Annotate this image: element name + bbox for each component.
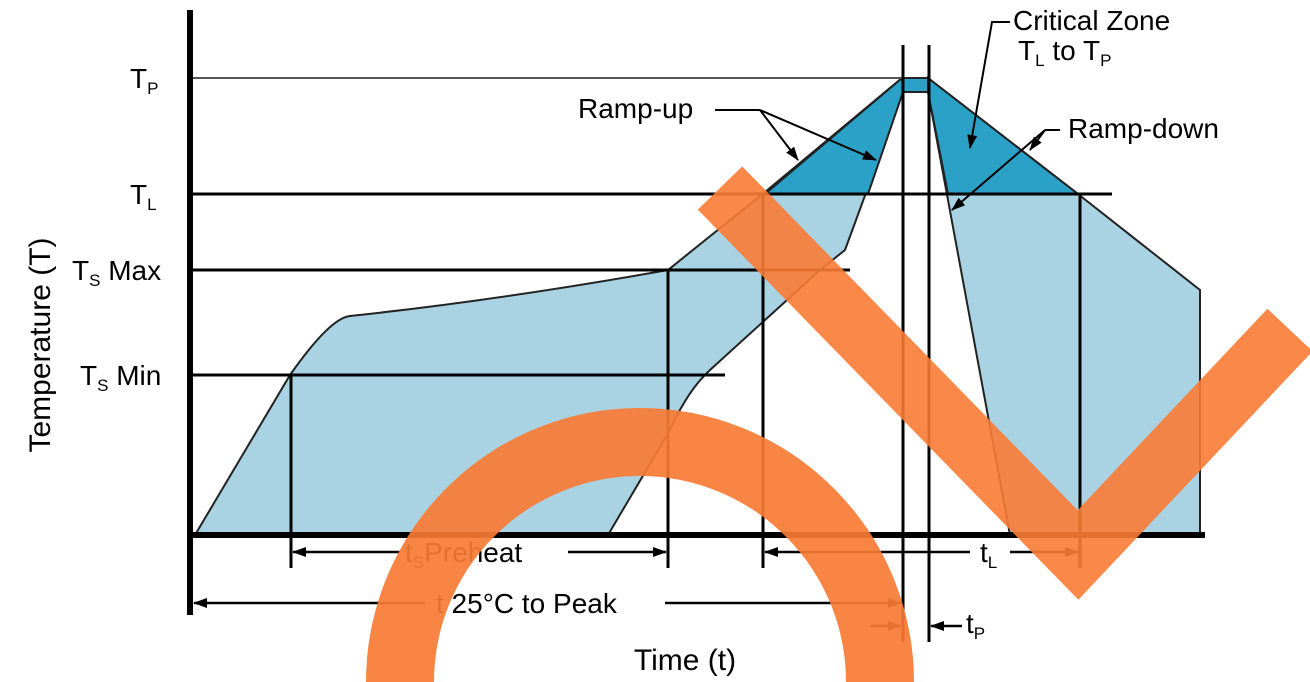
critical-zone-label: Critical Zone	[1013, 5, 1170, 36]
critical-zone-right	[927, 75, 1081, 195]
tp-interval-label: tP	[966, 608, 985, 643]
ramp-up-label: Ramp-up	[578, 93, 693, 124]
tp-label: TP	[130, 63, 158, 98]
tl-label: TL	[130, 179, 157, 214]
ts-max-label: TS Max	[72, 255, 161, 290]
y-axis-title: Temperature (T)	[24, 237, 57, 452]
x-axis-title: Time (t)	[634, 644, 736, 677]
critical-zone-pointer	[967, 21, 1010, 149]
critical-zone-peak	[902, 77, 929, 93]
critical-zone-left	[762, 75, 905, 195]
ramp-up-pointer-1	[759, 109, 799, 161]
ramp-down-pointer-2	[951, 129, 1046, 211]
check-mark	[697, 166, 1310, 600]
circle-mark	[366, 408, 914, 682]
ts-min-label: TS Min	[80, 360, 161, 395]
t25-peak-label: t 25°C to Peak	[436, 588, 618, 619]
tl-interval-label: tL	[980, 537, 997, 572]
ramp-up-pointer-2	[759, 109, 877, 161]
critical-zone-range-label: TL to TP	[1018, 35, 1111, 70]
ramp-down-label: Ramp-down	[1068, 113, 1219, 144]
